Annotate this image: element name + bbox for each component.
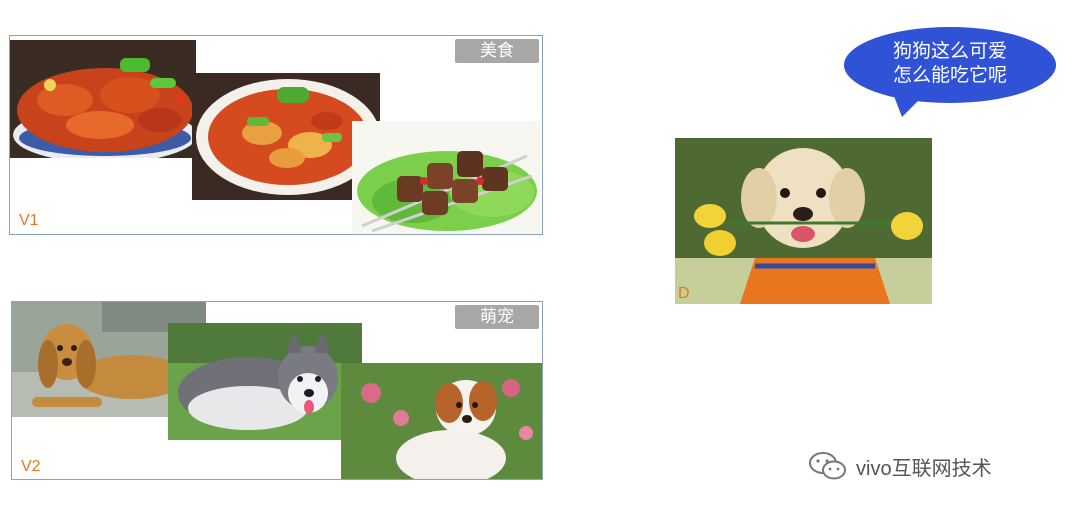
tag-badge-food: 美食: [455, 39, 539, 63]
kebab-photo: [352, 121, 540, 234]
watermark: vivo互联网技术: [808, 448, 992, 484]
group-label-v1: V1: [19, 212, 39, 229]
labrador-photo: [675, 138, 932, 304]
crawfish-photo: [10, 40, 196, 158]
tag-badge-pets: 萌宠: [455, 305, 539, 329]
husky-photo: [168, 323, 362, 440]
speech-bubble: 狗狗这么可爱 怎么能吃它呢: [842, 25, 1058, 121]
group-label-v2: V2: [21, 458, 41, 475]
spicy-chicken-photo: [192, 73, 380, 200]
speech-bubble-shape: [844, 27, 1056, 117]
speech-bubble-line-2: 怎么能吃它呢: [892, 65, 1007, 86]
group-label-d: D: [678, 285, 690, 302]
puppy-photo: [341, 363, 542, 479]
watermark-text: vivo互联网技术: [856, 457, 992, 480]
speech-bubble-line-1: 狗狗这么可爱: [892, 41, 1007, 62]
speech-bubble-text: 狗狗这么可爱 怎么能吃它呢: [842, 40, 1058, 88]
wechat-icon: [809, 452, 846, 480]
